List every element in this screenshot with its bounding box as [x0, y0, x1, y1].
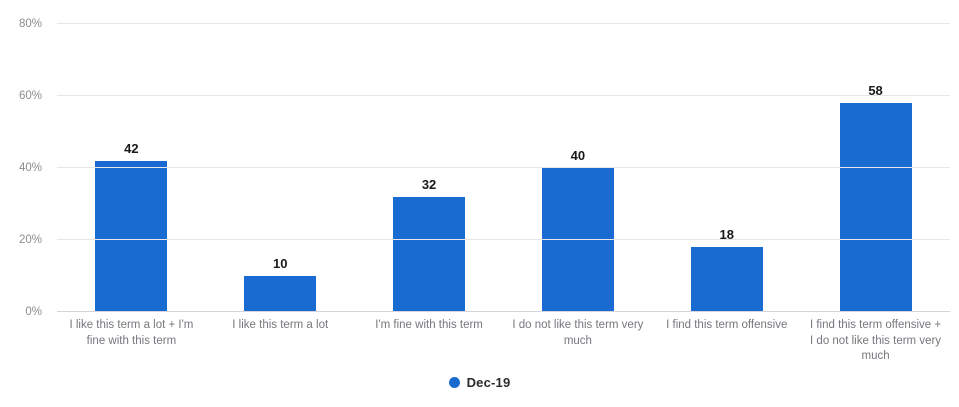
y-axis-tick-label: 20%: [18, 234, 42, 246]
legend-item[interactable]: Dec-19: [0, 375, 959, 390]
x-axis-label: I like this term a lot + I'm fine with t…: [69, 319, 194, 347]
bars-row: 42 10 32 40 18 58: [57, 24, 950, 312]
bar-value-label: 32: [421, 176, 437, 192]
bar-slot: 10: [206, 24, 355, 312]
plot-area: 42 10 32 40 18 58: [57, 23, 950, 312]
y-axis-tick-label: 80%: [18, 18, 42, 30]
bar-slot: 40: [503, 24, 652, 312]
bar-value-label: 58: [868, 83, 883, 99]
bar-value-label: 40: [570, 148, 586, 163]
gridline: [57, 311, 950, 312]
bar-value-label: 18: [719, 227, 734, 243]
legend-dot: [448, 377, 460, 388]
bar-value-label: 10: [273, 256, 288, 271]
x-axis: I like this term a lot + I'm fine with t…: [57, 318, 950, 365]
gridline: [57, 239, 950, 240]
legend-label: Dec-19: [466, 375, 511, 390]
bar[interactable]: [393, 196, 466, 312]
bar[interactable]: [95, 160, 168, 312]
bar-slot: 42: [57, 24, 206, 312]
bar-value-label: 42: [124, 140, 139, 156]
x-axis-label: I like this term a lot: [232, 319, 329, 331]
bar[interactable]: [690, 247, 763, 312]
bar-slot: 58: [801, 24, 950, 312]
y-axis-tick-label: 40%: [18, 162, 42, 174]
bar-slot: 32: [355, 24, 504, 312]
x-axis-label: I'm fine with this term: [375, 319, 483, 331]
x-axis-label: I do not like this term very much: [512, 319, 644, 347]
bar[interactable]: [839, 103, 912, 312]
gridline: [57, 95, 950, 96]
gridline: [57, 167, 950, 168]
y-axis-tick-label: 0%: [25, 306, 42, 318]
y-axis: 0% 20% 40% 60% 80%: [0, 18, 50, 318]
x-axis-label: I find this term offensive: [666, 319, 788, 331]
bar-slot: 18: [652, 24, 801, 312]
x-axis-label: I find this term offensive + I do not li…: [809, 319, 942, 363]
y-axis-tick-label: 60%: [18, 90, 42, 102]
bar[interactable]: [541, 168, 614, 312]
bar[interactable]: [244, 276, 317, 312]
gridline: [57, 23, 950, 24]
